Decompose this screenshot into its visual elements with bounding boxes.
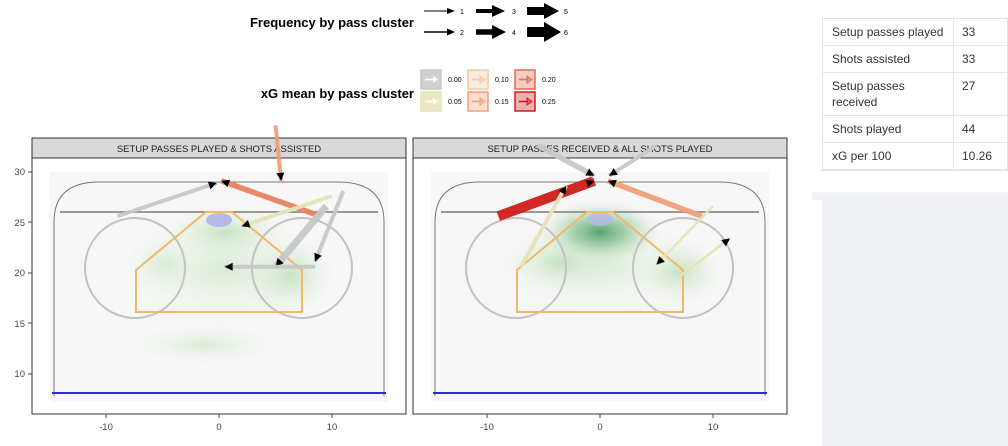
pass-arrow [220,178,322,219]
pass-arrow [606,178,703,219]
legend-frequency-label: 2 [460,30,464,37]
x-axis: -10 0 10 [99,414,337,433]
y-tick-label: 25 [14,218,25,229]
stat-label: Setup passes received [823,72,954,116]
table-row: Shots assisted 33 [823,45,1007,73]
legend-frequency-title: Frequency by pass cluster [250,15,414,30]
pass-arrow [313,190,346,263]
y-tick-label: 15 [14,319,25,330]
xg-legend-label: 0.25 [542,99,556,106]
x-tick-label: -10 [480,422,494,433]
xg-legend-label: 0.10 [495,77,509,84]
pass-arrowhead [241,219,251,228]
pass-arrowhead [224,262,233,271]
side-background [822,198,1008,446]
xg-legend-label: 0.00 [448,77,462,84]
x-axis: -10 0 10 [480,414,718,433]
pass-arrowhead [207,181,217,190]
passes-left [116,125,346,271]
xg-legend-label: 0.05 [448,99,462,106]
x-tick-label: 0 [216,422,221,433]
pass-arrow [655,205,714,266]
stat-label: Setup passes played [823,19,954,46]
legend-xg-keys: 0.00 0.05 0.10 0.15 0.20 0.25 [420,69,556,112]
xg-legend-label: 0.20 [542,77,556,84]
pass-arrowhead [558,185,567,195]
x-tick-label: 10 [708,422,719,433]
pass-arrowhead [275,258,284,267]
legend-frequency-label: 4 [512,30,516,37]
panel-left: SETUP PASSES PLAYED & SHOTS ASSISTED 30 … [14,125,407,433]
pass-arrowhead [585,179,595,188]
x-tick-label: 0 [597,422,602,433]
density-heatmap [490,200,725,315]
passes-right [496,143,731,278]
panel-right: SETUP PASSES RECEIVED & ALL SHOTS PLAYED… [412,137,788,433]
pass-arrowhead [609,168,618,176]
legend-frequency-label: 6 [564,30,568,37]
stat-value: 10.26 [953,142,1007,170]
legend-frequency-label: 5 [564,9,568,16]
pass-arrow [496,176,597,221]
stats-table: Setup passes played 33 Shots assisted 33 S… [822,18,1008,171]
pass-arrowhead [607,179,617,188]
xg-swatch-arrowhead [526,97,533,106]
pass-arrowhead [221,179,231,188]
xg-swatch-arrowhead [433,76,438,83]
table-row: Shots played 44 [823,115,1007,143]
stat-value: 44 [953,115,1007,143]
pass-arrowhead [721,238,730,247]
legend-frequency-label: 1 [460,9,464,16]
xg-swatch-arrowhead [479,97,486,106]
pass-arrow [272,203,330,269]
x-tick-label: -10 [99,422,113,433]
legend-frequency-label: 3 [512,9,516,16]
table-row: Setup passes received 27 [823,72,1007,116]
pass-arrow [240,194,333,229]
panel-left-title: SETUP PASSES PLAYED & SHOTS ASSISTED [117,144,321,155]
y-tick-label: 30 [14,167,25,178]
panel-right-title: SETUP PASSES RECEIVED & ALL SHOTS PLAYED [487,144,712,155]
stat-label: xG per 100 [823,142,954,170]
stat-value: 27 [953,72,1007,116]
pass-arrowhead [585,168,595,176]
table-row: Setup passes played 33 [823,19,1007,46]
xg-swatch-arrowhead [479,75,486,84]
stat-value: 33 [953,19,1007,46]
y-axis: 30 25 20 15 10 [14,167,32,380]
stat-label: Shots played [823,115,954,143]
pass-arrow [536,143,596,179]
rink-markings [433,181,767,396]
xg-swatch-arrowhead [433,98,438,105]
pass-arrowhead [656,256,665,265]
legend-frequency-keys: 1 2 3 4 5 6 [424,3,568,42]
pass-arrowhead [276,172,285,181]
pass-arrow [519,184,568,268]
chart-canvas: Frequency by pass cluster 1 2 3 4 5 6 xG… [14,3,788,433]
y-tick-label: 20 [14,268,25,279]
stat-label: Shots assisted [823,45,954,73]
pass-arrow [116,180,218,219]
table-row: xG per 100 10.26 [823,142,1007,170]
pass-arrowhead [314,252,322,262]
legend-xg-title: xG mean by pass cluster [261,86,414,101]
pass-arrow [678,237,731,278]
xg-swatch-arrowhead [526,75,533,84]
pass-arrow [273,125,284,182]
pass-arrow [607,143,658,178]
panel-shadow [812,192,1008,200]
y-tick-label: 10 [14,369,25,380]
xg-legend-label: 0.15 [495,99,509,106]
stat-value: 33 [953,45,1007,73]
x-tick-label: 10 [327,422,338,433]
